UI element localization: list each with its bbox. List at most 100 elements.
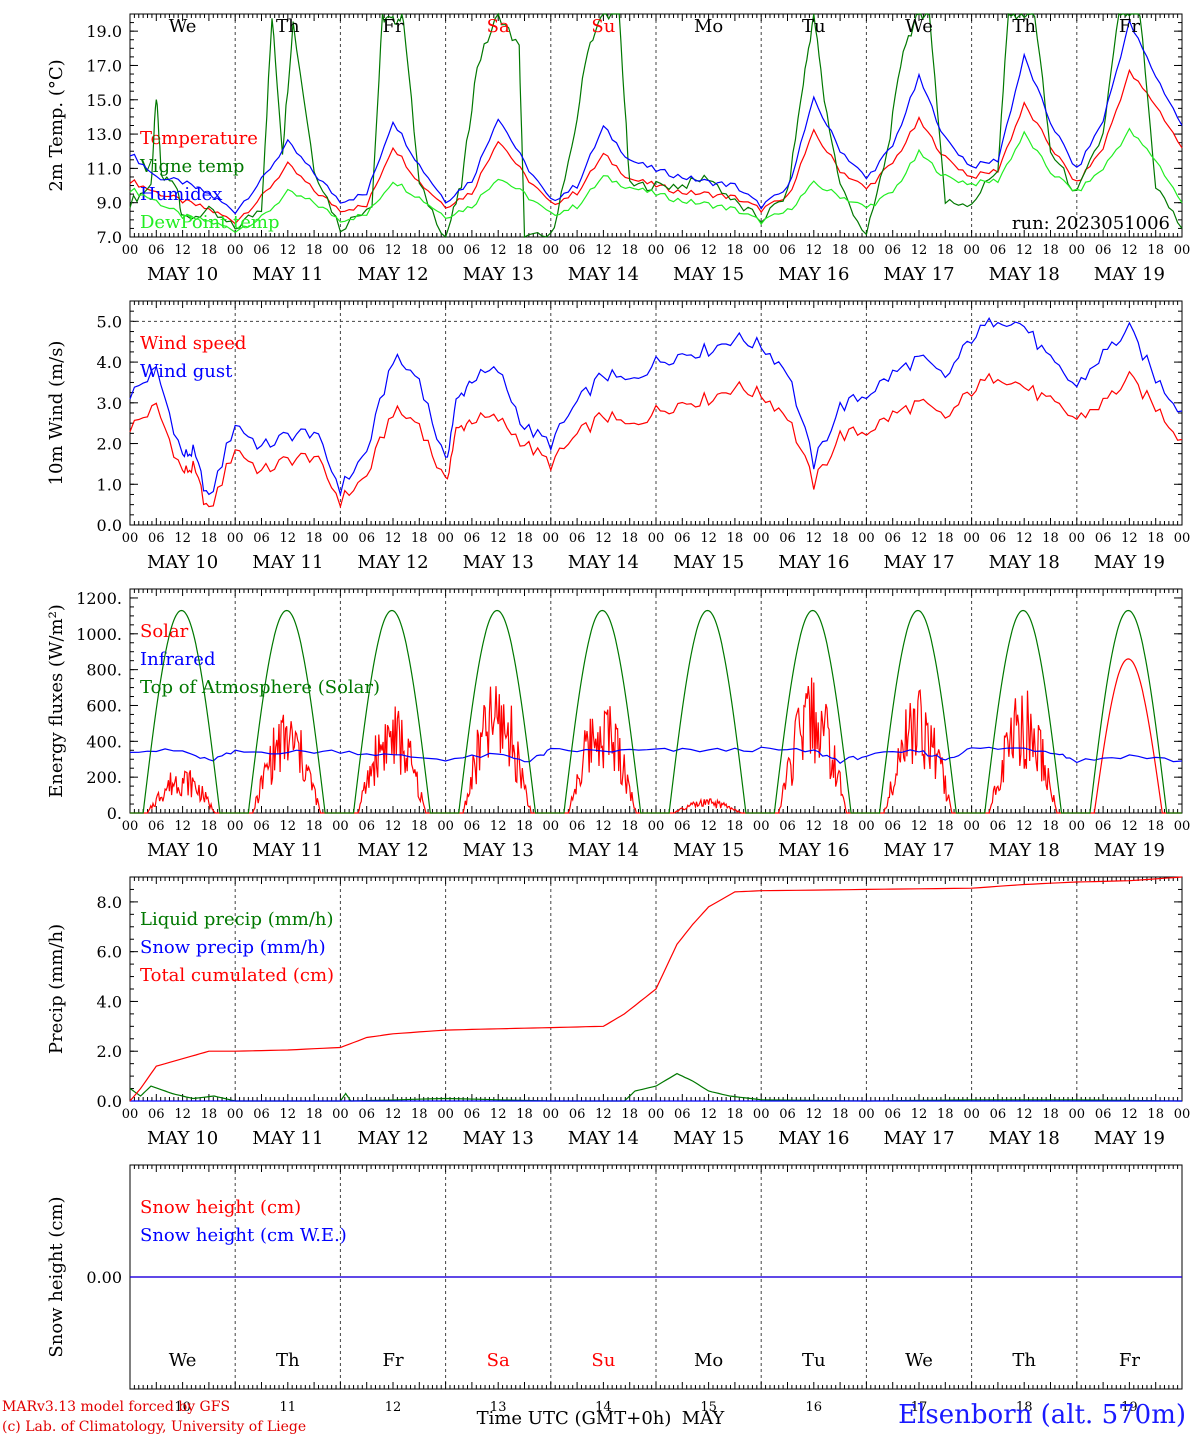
- hour-tick-label: 18: [306, 531, 323, 546]
- y-axis-label: 10m Wind (m/s): [46, 341, 67, 486]
- legend-dewpoint-temp: DewPoint temp: [140, 212, 280, 233]
- date-label: MAY 11: [252, 1128, 323, 1149]
- hour-tick-label: 18: [937, 819, 954, 834]
- hour-tick-label: 18: [516, 1107, 533, 1122]
- hour-tick-label: 18: [201, 819, 218, 834]
- day-number-label: 11: [280, 1400, 297, 1415]
- date-label: MAY 16: [778, 1128, 849, 1149]
- hour-tick-label: 18: [201, 243, 218, 258]
- hour-tick-label: 06: [253, 243, 270, 258]
- hour-tick-label: 00: [122, 1107, 139, 1122]
- hour-tick-label: 18: [727, 819, 744, 834]
- y-tick-label: 4.0: [97, 992, 122, 1011]
- legend-solar: Solar: [140, 621, 189, 642]
- hour-tick-label: 12: [700, 531, 717, 546]
- hour-tick-label: 00: [227, 819, 244, 834]
- date-label: MAY 13: [463, 1128, 534, 1149]
- hour-tick-label: 18: [937, 531, 954, 546]
- hour-tick-label: 12: [700, 243, 717, 258]
- y-tick-label: 5.0: [97, 312, 122, 331]
- y-tick-label: 1000.: [76, 625, 122, 644]
- legend-liquid-precip-mm-h: Liquid precip (mm/h): [140, 909, 334, 930]
- hour-tick-label: 06: [990, 531, 1007, 546]
- hour-tick-label: 06: [1095, 819, 1112, 834]
- series-top-of-atmosphere-solar: [235, 609, 341, 814]
- weekday-label-bottom: We: [905, 1350, 933, 1371]
- hour-tick-label: 00: [1069, 531, 1086, 546]
- hour-tick-label: 06: [253, 531, 270, 546]
- hour-tick-label: 12: [700, 1107, 717, 1122]
- hour-tick-label: 06: [674, 531, 691, 546]
- date-label: MAY 12: [357, 264, 428, 285]
- date-label: MAY 15: [673, 840, 744, 861]
- hour-tick-label: 06: [674, 819, 691, 834]
- date-label: MAY 16: [778, 264, 849, 285]
- hour-tick-label: 12: [806, 819, 823, 834]
- date-label: MAY 13: [463, 552, 534, 573]
- credit-line-1: MARv3.13 model forced by GFS: [2, 1399, 231, 1415]
- date-label: MAY 18: [989, 840, 1060, 861]
- date-label: MAY 13: [463, 840, 534, 861]
- hour-tick-label: 06: [990, 819, 1007, 834]
- date-label: MAY 15: [673, 552, 744, 573]
- hour-tick-label: 00: [1069, 819, 1086, 834]
- day-number-label: 13: [490, 1400, 507, 1415]
- hour-tick-label: 00: [1174, 1107, 1191, 1122]
- date-label: MAY 11: [252, 840, 323, 861]
- hour-tick-label: 18: [621, 531, 638, 546]
- weekday-label-top: Th: [276, 16, 300, 37]
- date-label: MAY 17: [883, 1128, 954, 1149]
- date-label: MAY 12: [357, 840, 428, 861]
- hour-tick-label: 12: [1016, 819, 1033, 834]
- date-label: MAY 10: [147, 840, 218, 861]
- hour-tick-label: 00: [227, 243, 244, 258]
- hour-tick-label: 18: [727, 243, 744, 258]
- hour-tick-label: 00: [122, 243, 139, 258]
- hour-tick-label: 12: [911, 819, 928, 834]
- series-dewpoint-temp: [129, 127, 1183, 234]
- y-tick-label: 2.0: [97, 1042, 122, 1061]
- hour-tick-label: 12: [1121, 531, 1138, 546]
- y-axis-label: Precip (mm/h): [46, 924, 67, 1054]
- weekday-label-top: Fr: [1119, 16, 1140, 37]
- date-label: MAY 11: [252, 552, 323, 573]
- hour-tick-label: 18: [937, 1107, 954, 1122]
- hour-tick-label: 18: [1147, 243, 1164, 258]
- y-tick-label: 3.0: [97, 394, 122, 413]
- hour-tick-label: 00: [1174, 243, 1191, 258]
- series-solar: [1076, 658, 1182, 814]
- weekday-label-top: Tu: [802, 16, 826, 37]
- hour-tick-label: 18: [1147, 1107, 1164, 1122]
- hour-tick-label: 12: [280, 243, 297, 258]
- hour-tick-label: 12: [806, 1107, 823, 1122]
- weekday-label-top: Sa: [487, 16, 510, 37]
- hour-tick-label: 12: [595, 1107, 612, 1122]
- hour-tick-label: 00: [753, 819, 770, 834]
- series-total-cumulated-cm: [129, 876, 1183, 1102]
- day-number-label: 17: [911, 1400, 928, 1415]
- hour-tick-label: 00: [648, 243, 665, 258]
- hour-tick-label: 00: [1069, 1107, 1086, 1122]
- hour-tick-label: 00: [332, 819, 349, 834]
- y-tick-label: 17.0: [86, 56, 122, 75]
- hour-tick-label: 12: [1016, 243, 1033, 258]
- hour-tick-label: 18: [516, 243, 533, 258]
- day-number-label: 16: [806, 1400, 823, 1415]
- hour-tick-label: 18: [1147, 819, 1164, 834]
- hour-tick-label: 12: [490, 243, 507, 258]
- hour-tick-label: 06: [358, 531, 375, 546]
- hour-tick-label: 00: [753, 243, 770, 258]
- date-label: MAY 16: [778, 840, 849, 861]
- series-solar: [340, 706, 446, 814]
- hour-tick-label: 12: [1016, 531, 1033, 546]
- series-solar: [550, 706, 656, 814]
- hour-tick-label: 12: [1016, 1107, 1033, 1122]
- weekday-label-bottom: Mo: [694, 1350, 723, 1371]
- weekday-label-top: Mo: [694, 16, 723, 37]
- legend-temperature: Temperature: [140, 128, 258, 149]
- date-label: MAY 16: [778, 552, 849, 573]
- plot-frame-energy: [129, 588, 1183, 814]
- hour-tick-label: 18: [1042, 1107, 1059, 1122]
- series-solar: [866, 689, 972, 814]
